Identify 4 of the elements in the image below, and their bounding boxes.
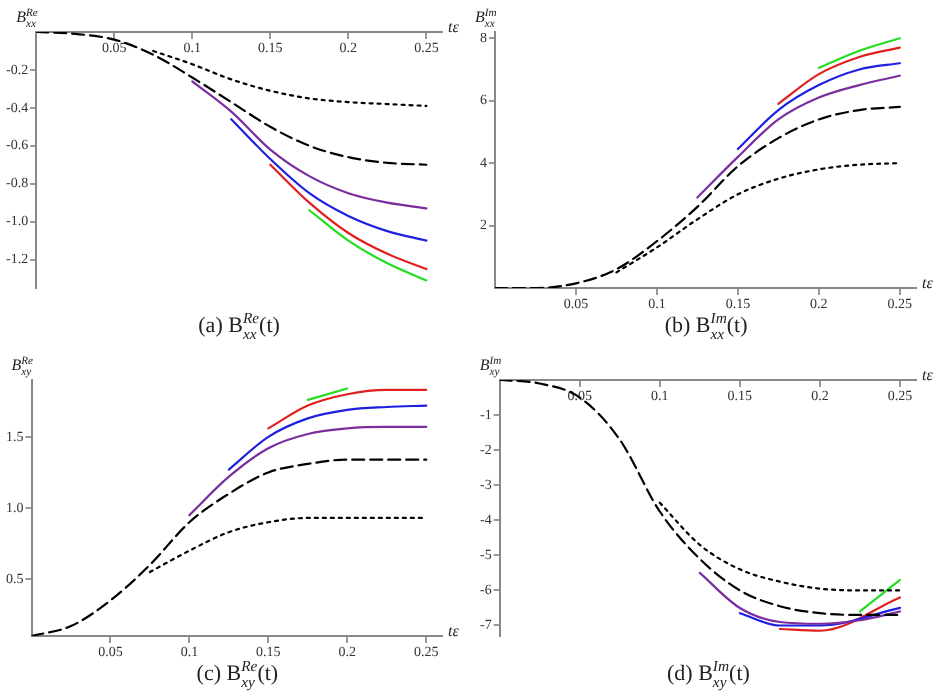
x-axis-title: tε xyxy=(448,622,461,641)
x-axis-title: tε xyxy=(922,366,935,385)
x-axis-title: tε xyxy=(448,18,461,37)
x-axis-title: tε xyxy=(922,274,935,293)
